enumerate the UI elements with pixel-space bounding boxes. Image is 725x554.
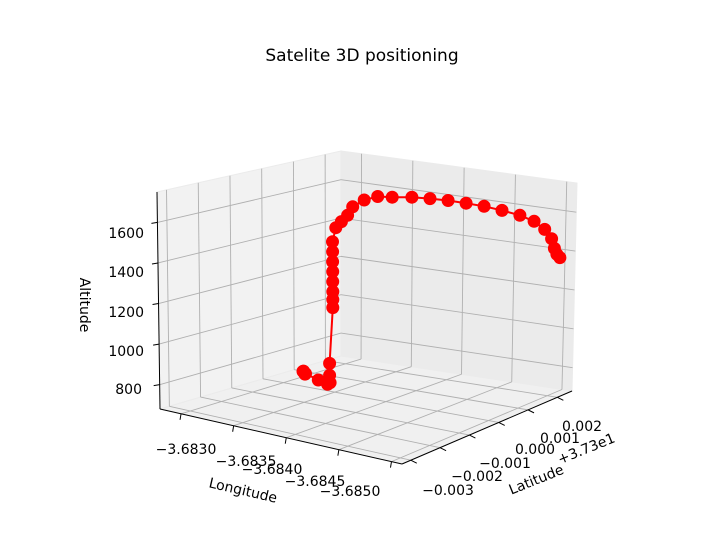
trajectory-point [323, 368, 337, 382]
chart-title: Satelite 3D positioning [265, 46, 458, 66]
tick-marks [151, 221, 564, 468]
latitude-tick-mark [439, 447, 447, 452]
latitude-tick-label: 0.002 [562, 419, 602, 435]
trajectory-point [346, 200, 360, 214]
longitude-tick-label: −3.6845 [285, 474, 346, 490]
altitude-tick-label: 1400 [108, 265, 144, 281]
altitude-tick-mark [151, 221, 158, 224]
grid-line-altitude-back [340, 255, 575, 291]
altitude-axis-line [156, 191, 161, 410]
longitude-tick-mark [284, 437, 287, 444]
grid-line-latitude-side [197, 182, 202, 398]
trajectory-series [296, 190, 567, 391]
longitude-tick-mark [389, 461, 392, 468]
altitude-tick-labels: 800 1000 1200 1400 1600 [108, 226, 144, 398]
trajectory-point [495, 203, 509, 217]
grid-line-altitude-back [340, 217, 576, 252]
trajectory-point [441, 194, 455, 207]
trajectory-point [357, 193, 371, 207]
grid-line-latitude-floor [262, 378, 499, 423]
latitude-tick-mark [469, 434, 476, 439]
trajectory-point [459, 196, 473, 210]
trajectory-point [299, 367, 312, 381]
grid-line-altitude-side [158, 294, 342, 345]
grid-line-latitude-side [292, 161, 295, 370]
altitude-tick-label: 800 [115, 382, 142, 398]
trajectory-point [405, 190, 419, 204]
trajectory-point [553, 251, 567, 265]
longitude-tick-mark [179, 413, 182, 420]
longitude-tick-label: −3.6830 [156, 442, 217, 458]
grid-line-altitude-side [159, 332, 342, 386]
grid-line-altitude-side [157, 217, 342, 264]
grid-line-latitude-side [229, 175, 233, 388]
latitude-tick-label: −0.001 [479, 456, 531, 472]
latitude-tick-label: 0.001 [540, 431, 580, 447]
longitude-tick-label: −3.6835 [216, 454, 277, 470]
trajectory-point [477, 199, 491, 213]
grid-line-latitude-floor [200, 396, 441, 449]
altitude-axis-label: Altitude [76, 278, 92, 333]
grid-line-longitude-floor [286, 373, 462, 439]
latitude-axis-line [401, 390, 573, 465]
grid-line-latitude-floor [325, 360, 558, 398]
latitude-tick-label: −0.003 [422, 483, 474, 499]
grid-line-latitude-floor [169, 405, 411, 461]
grid-line-altitude-back [340, 179, 577, 213]
latitude-tick-label: −0.002 [451, 469, 503, 485]
latitude-tick-labels: −0.003 −0.002 −0.001 0.000 0.001 0.002 [422, 419, 602, 499]
axis-lines [156, 191, 573, 465]
grid-line-longitude-back [511, 174, 516, 382]
back-pane [340, 150, 578, 392]
longitude-tick-mark [337, 449, 340, 456]
trajectory-point [385, 190, 399, 204]
altitude-tick-mark [153, 384, 160, 387]
latitude-tick-mark [498, 422, 505, 426]
longitude-tick-labels: −3.6830 −3.6835 −3.6840 −3.6845 −3.6850 [156, 442, 381, 500]
longitude-tick-label: −3.6850 [320, 484, 381, 500]
grid-line-longitude-floor [338, 381, 512, 451]
longitude-tick-mark [232, 425, 235, 432]
altitude-tick-mark [153, 343, 160, 346]
grid-line-latitude-floor [231, 387, 470, 436]
grid-line-altitude-side [158, 255, 342, 304]
grid-line-longitude-floor [391, 389, 563, 463]
altitude-tick-label: 1000 [108, 344, 144, 360]
altitude-tick-mark [151, 262, 159, 265]
trajectory-point [423, 192, 437, 206]
latitude-tick-mark [557, 396, 564, 401]
longitude-tick-label: −3.6840 [242, 462, 303, 478]
altitude-tick-mark [152, 303, 159, 306]
trajectory-point [371, 190, 385, 203]
altitude-tick-label: 1200 [108, 305, 144, 321]
latitude-tick-mark [410, 459, 418, 464]
latitude-tick-mark [527, 409, 535, 414]
grid-line-longitude-back [561, 181, 568, 390]
trajectory-point [527, 214, 541, 228]
grid-line-latitude-side [261, 168, 264, 379]
grid-line-altitude-side [157, 179, 342, 223]
grid-line-longitude-floor [233, 366, 412, 427]
grid-line-altitude-back [340, 332, 573, 369]
trajectory-point [513, 208, 527, 222]
trajectory-point [538, 222, 552, 236]
latitude-tick-label: 0.000 [515, 442, 555, 458]
longitude-axis-line [159, 408, 403, 465]
grid-line-latitude-side [166, 189, 170, 407]
trajectory-point [323, 356, 337, 370]
altitude-tick-label: 1600 [108, 226, 144, 242]
grid-line-altitude-back [340, 294, 574, 330]
trajectory-point [326, 235, 339, 249]
